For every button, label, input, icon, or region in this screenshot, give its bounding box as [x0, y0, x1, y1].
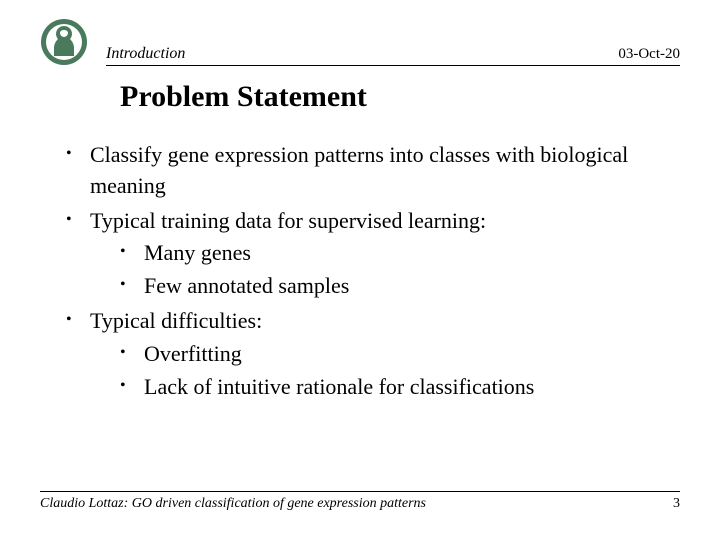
sub-bullet-item: Lack of intuitive rationale for classifi… [90, 372, 680, 403]
header-date: 03-Oct-20 [618, 46, 680, 63]
slide-body: Classify gene expression patterns into c… [60, 140, 680, 406]
header-rule: Introduction 03-Oct-20 [106, 45, 680, 66]
slide-header: Introduction 03-Oct-20 [40, 18, 680, 66]
sub-bullet-text: Few annotated samples [144, 273, 349, 298]
sub-bullet-text: Many genes [144, 240, 251, 265]
bullet-item: Typical training data for supervised lea… [60, 206, 680, 302]
sub-bullet-text: Overfitting [144, 341, 242, 366]
sub-bullet-item: Few annotated samples [90, 271, 680, 302]
bullet-text: Classify gene expression patterns into c… [90, 142, 628, 198]
sub-bullet-item: Many genes [90, 238, 680, 269]
slide-container: Introduction 03-Oct-20 Problem Statement… [0, 0, 720, 540]
sub-bullet-text: Lack of intuitive rationale for classifi… [144, 374, 534, 399]
bullet-text: Typical difficulties: [90, 308, 262, 333]
sub-bullet-list: Overfitting Lack of intuitive rationale … [90, 339, 680, 403]
bullet-item: Typical difficulties: Overfitting Lack o… [60, 306, 680, 402]
section-label: Introduction [106, 45, 185, 63]
slide-title: Problem Statement [120, 80, 367, 114]
sub-bullet-list: Many genes Few annotated samples [90, 238, 680, 302]
sub-bullet-item: Overfitting [90, 339, 680, 370]
footer-author: Claudio Lottaz: GO driven classification… [40, 496, 426, 512]
page-number: 3 [673, 496, 680, 512]
minerva-logo [40, 18, 88, 66]
slide-footer: Claudio Lottaz: GO driven classification… [40, 491, 680, 512]
bullet-item: Classify gene expression patterns into c… [60, 140, 680, 202]
bullet-text: Typical training data for supervised lea… [90, 208, 486, 233]
bullet-list: Classify gene expression patterns into c… [60, 140, 680, 402]
